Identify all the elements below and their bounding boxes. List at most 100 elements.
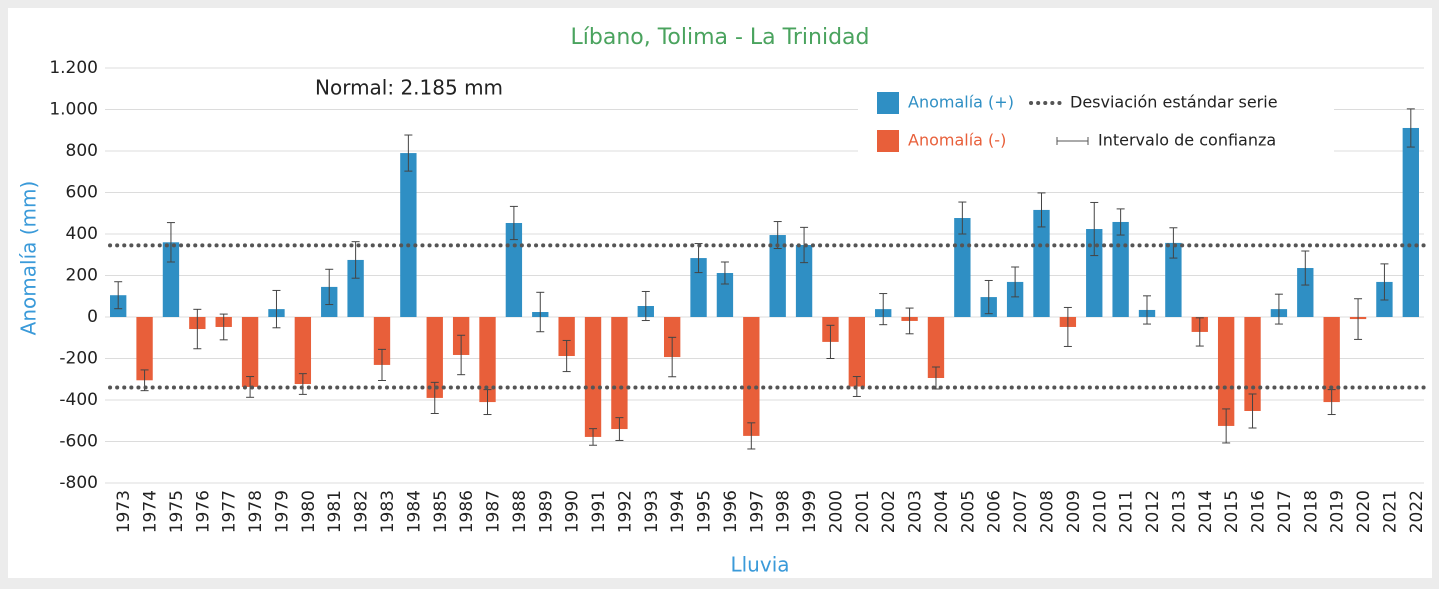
x-tick-label: 2019: [1328, 490, 1348, 533]
x-tick-label: 1979: [272, 490, 292, 533]
x-tick-label: 2018: [1301, 490, 1321, 533]
x-tick-label: 1991: [589, 490, 609, 533]
y-tick-label: 1.000: [49, 100, 98, 120]
bar: [373, 317, 391, 365]
legend-swatch: [877, 130, 899, 152]
x-tick-label: 2021: [1380, 490, 1400, 533]
legend-label: Anomalía (-): [908, 131, 1006, 150]
bar: [927, 317, 945, 379]
bar: [1217, 317, 1235, 426]
y-tick-label: -600: [59, 432, 98, 452]
x-tick-label: 1994: [668, 490, 688, 533]
annotation: Normal: 2.185 mm: [315, 76, 503, 100]
x-tick-label: 2002: [879, 490, 899, 533]
y-tick-label: 0: [87, 307, 98, 327]
x-tick-label: 1992: [615, 490, 635, 533]
bar: [716, 273, 734, 317]
x-tick-label: 1998: [774, 490, 794, 533]
y-tick-label: 400: [66, 224, 98, 244]
x-tick-label: 1983: [378, 490, 398, 533]
x-tick-label: 1986: [457, 490, 477, 533]
legend-box: [858, 80, 1334, 163]
bar: [743, 317, 760, 436]
x-tick-label: 2005: [958, 490, 978, 533]
bar: [1112, 221, 1129, 317]
x-tick-label: 2014: [1196, 490, 1216, 533]
x-tick-label: 2013: [1169, 490, 1189, 533]
x-tick-label: 2015: [1222, 490, 1242, 533]
y-tick-label: 1.200: [49, 58, 98, 78]
y-tick-label: -800: [59, 473, 98, 493]
x-tick-label: 1973: [114, 490, 134, 533]
bar: [479, 317, 496, 403]
x-tick-label: 2012: [1143, 490, 1163, 533]
x-tick-label: 2020: [1354, 490, 1374, 533]
x-tick-label: 2000: [826, 490, 846, 533]
bar: [1086, 229, 1103, 317]
bar: [400, 153, 417, 317]
x-tick-label: 1988: [510, 490, 530, 533]
x-tick-label: 1978: [246, 490, 266, 533]
bar: [611, 317, 628, 430]
x-tick-label: 1975: [167, 490, 187, 533]
x-tick-label: 1976: [193, 490, 213, 533]
x-tick-label: 2017: [1275, 490, 1295, 533]
x-tick-label: 1977: [220, 490, 240, 533]
x-tick-label: 1980: [299, 490, 319, 533]
bar: [1323, 317, 1340, 403]
x-tick-label: 1981: [325, 490, 345, 533]
x-tick-label: 1999: [800, 490, 820, 533]
y-tick-label: -400: [59, 390, 98, 410]
y-axis-title: Anomalía (mm): [17, 181, 41, 336]
bar: [690, 258, 707, 317]
bar: [954, 218, 971, 317]
x-tick-label: 2022: [1407, 490, 1427, 533]
x-tick-label: 2010: [1090, 490, 1110, 533]
x-tick-label: 2007: [1011, 490, 1031, 533]
plot: -800 -600 -400 -200 0 200 400 600 800 1.000 1.200 1…: [49, 58, 1426, 533]
x-tick-label: 2003: [906, 490, 926, 533]
x-tick-label: 1993: [642, 490, 662, 533]
x-tick-label: 1985: [431, 490, 451, 533]
bar: [769, 235, 786, 317]
bar: [1033, 209, 1050, 317]
legend-swatch: [877, 92, 899, 114]
bar: [1297, 268, 1314, 317]
bar: [1402, 127, 1419, 317]
x-tick-label: 1990: [563, 490, 583, 533]
bar: [1165, 242, 1182, 317]
bar: [795, 244, 813, 317]
x-tick-label: 1995: [695, 490, 715, 533]
bar: [1006, 281, 1024, 317]
chart-title: Líbano, Tolima - La Trinidad: [571, 25, 870, 50]
bar: [136, 317, 153, 381]
x-tick-label: 1987: [484, 490, 504, 533]
x-tick-label: 2008: [1037, 490, 1057, 533]
bar: [294, 317, 312, 385]
x-tick-label: 2011: [1117, 490, 1137, 533]
y-tick-label: 200: [66, 266, 98, 286]
x-tick-label: 1989: [536, 490, 556, 533]
x-tick-label: 1984: [404, 490, 424, 533]
bar: [1244, 317, 1261, 411]
legend-label: Intervalo de confianza: [1098, 131, 1276, 150]
y-tick-label: 800: [66, 141, 98, 161]
x-tick-label: 2006: [985, 490, 1005, 533]
x-tick-label: 2009: [1064, 490, 1084, 533]
x-tick-label: 1996: [721, 490, 741, 533]
x-tick-label: 1997: [747, 490, 767, 533]
legend: Anomalía (+) Anomalía (-) Desviación est…: [858, 80, 1334, 163]
bar: [347, 259, 364, 317]
bar: [426, 317, 443, 398]
bar: [848, 317, 866, 387]
x-tick-label: 2001: [853, 490, 873, 533]
bar: [162, 242, 180, 317]
bar: [241, 317, 259, 387]
legend-label: Desviación estándar serie: [1070, 93, 1278, 112]
bar: [558, 317, 575, 357]
x-tick-label: 1974: [141, 490, 161, 533]
x-tick-label: 2016: [1249, 490, 1269, 533]
bar: [505, 223, 523, 317]
bar: [584, 317, 602, 437]
x-tick-label: 2004: [932, 490, 952, 533]
